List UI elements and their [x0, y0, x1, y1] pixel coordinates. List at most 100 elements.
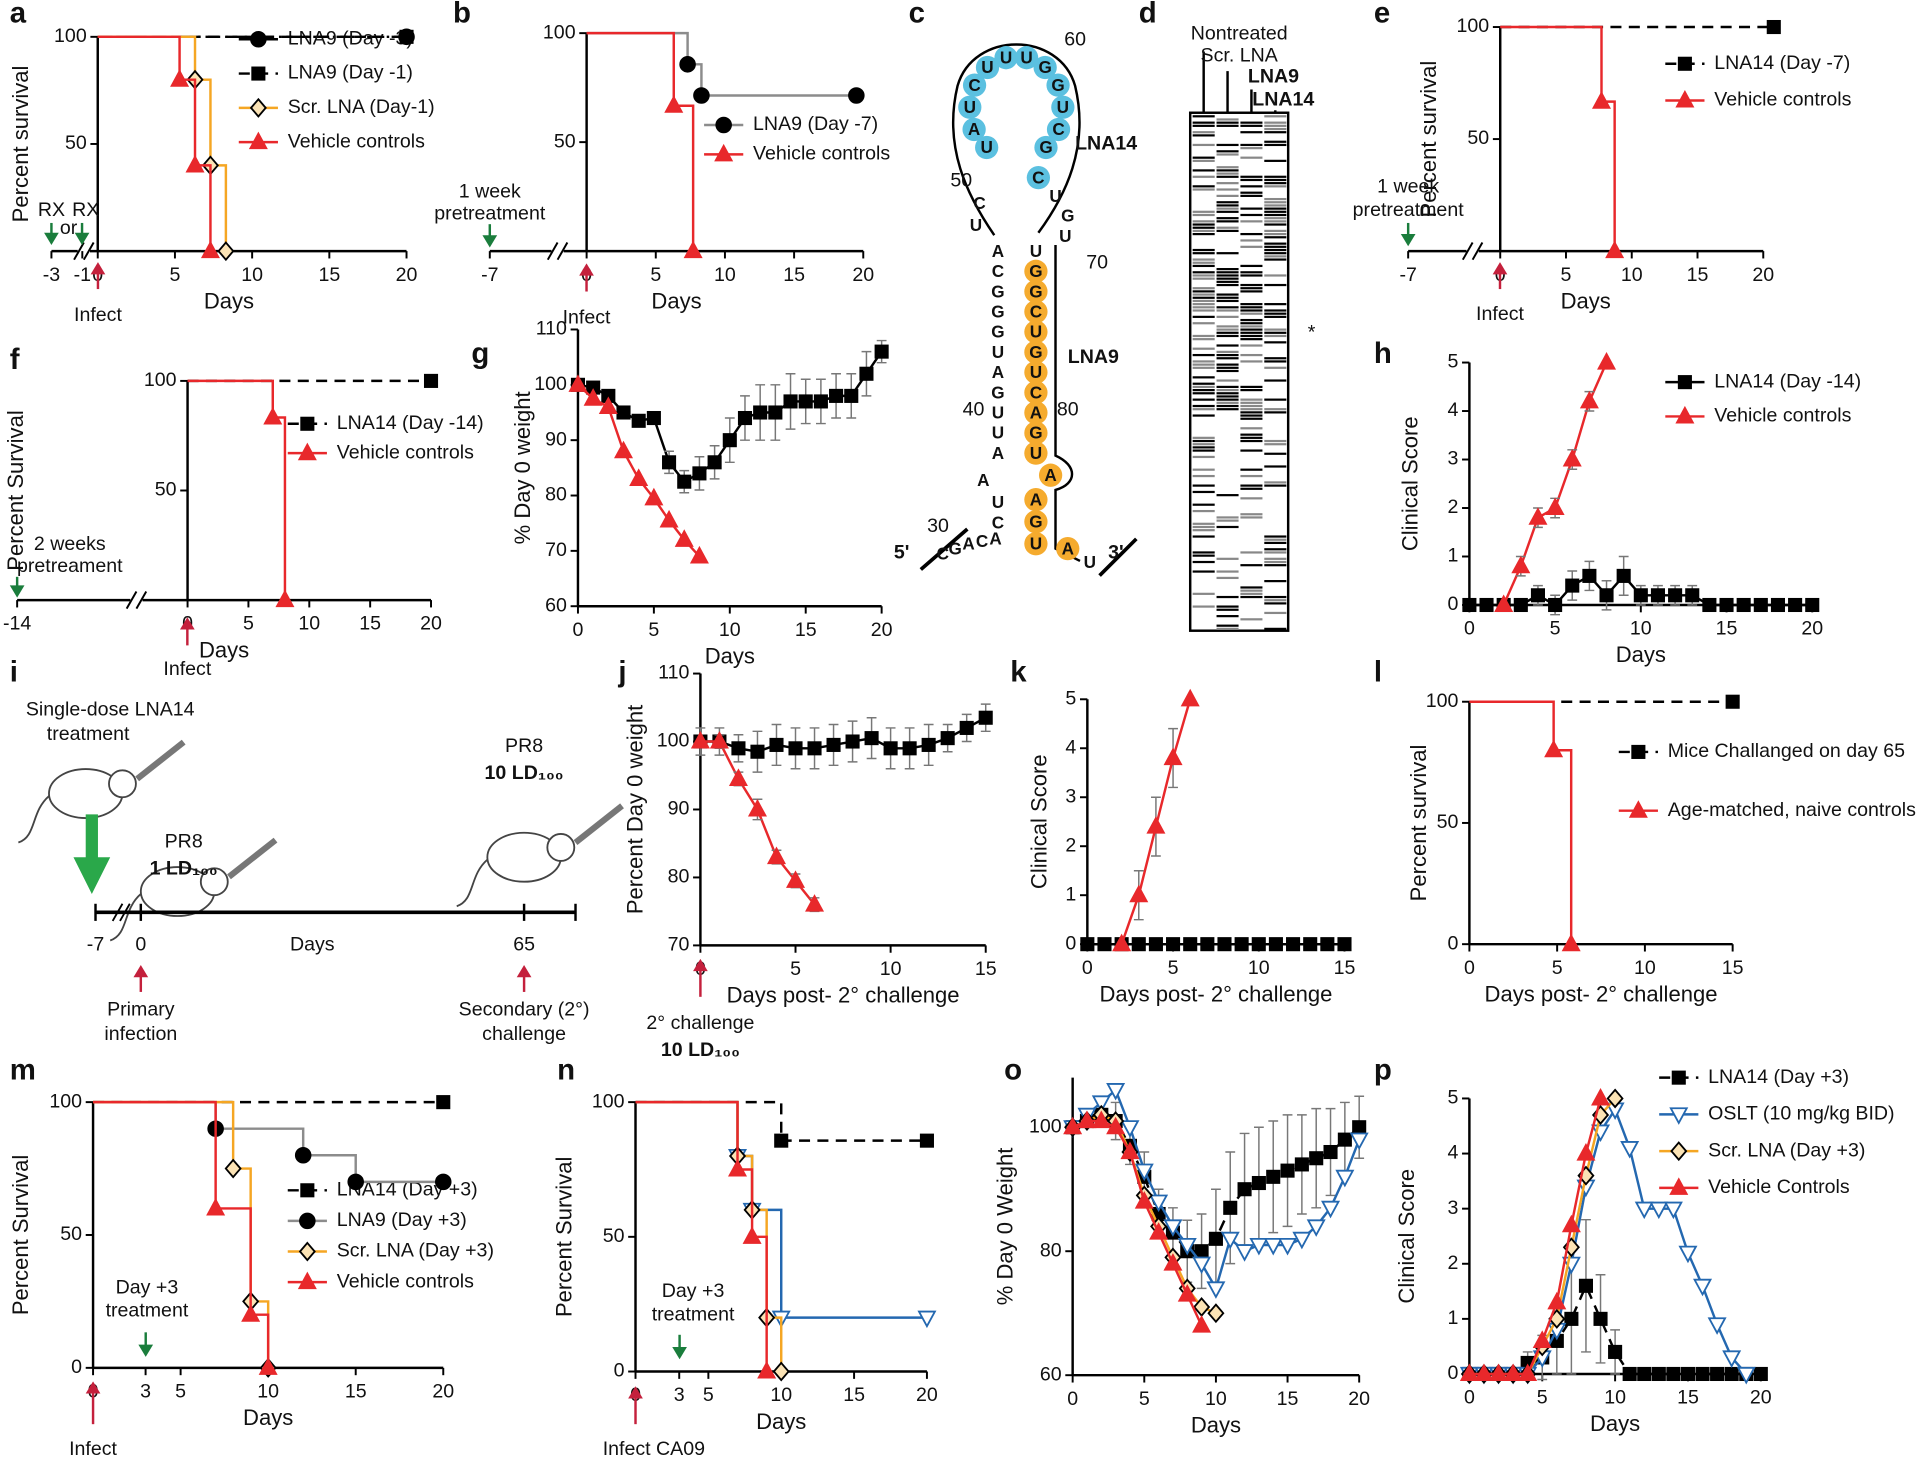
gel-band [1192, 143, 1215, 147]
nucleotide: U [1030, 241, 1042, 261]
marker [750, 744, 765, 759]
gel-band [1240, 239, 1263, 242]
gel-band [1216, 229, 1239, 233]
gel-band [1192, 248, 1215, 252]
annotation: Infect [69, 1438, 117, 1460]
gel-band [1240, 213, 1263, 217]
gel-band [1216, 306, 1239, 309]
annotation: treatment [652, 1303, 735, 1325]
marker [1650, 588, 1665, 603]
x-tick-label: 5 [169, 264, 180, 286]
annotation: challenge [482, 1023, 566, 1045]
x-tick-label: 5 [703, 1384, 714, 1406]
marker [757, 1361, 777, 1379]
y-tick-label: 0 [1065, 932, 1076, 954]
gel-band [1240, 497, 1263, 500]
marker [679, 56, 696, 73]
x-tick-label: 15 [1334, 957, 1356, 979]
marker [1593, 1311, 1608, 1326]
y-tick-label: 50 [60, 1223, 82, 1245]
marker [1163, 1219, 1183, 1237]
marker [659, 509, 679, 528]
gel-band [1192, 560, 1215, 564]
nucleotide-bg [1024, 532, 1048, 556]
gel-band [1216, 331, 1239, 334]
marker [1599, 588, 1614, 603]
gel-band [1240, 331, 1263, 334]
marker [902, 741, 917, 756]
nucleotide-bg [994, 46, 1018, 70]
gel-band [1264, 357, 1287, 360]
marker [1670, 1141, 1688, 1162]
arrow-head [9, 585, 25, 598]
y-axis-label: Percent survival [8, 66, 33, 223]
gel-band [1216, 357, 1239, 360]
gel-band [1216, 175, 1239, 178]
gel-band [1264, 366, 1287, 369]
annotation: Infect [563, 307, 611, 329]
x-tick-label: 5 [1537, 1387, 1548, 1409]
gel-band [1240, 318, 1263, 322]
nucleotide: U [1057, 97, 1069, 117]
legend-label: Scr. LNA (Day +3) [1708, 1139, 1865, 1161]
gel-band [1240, 408, 1263, 411]
gel-band [1192, 232, 1215, 236]
nucleotide: U [1049, 186, 1061, 206]
gel-band [1240, 328, 1263, 331]
y-tick-label: 50 [1467, 127, 1489, 149]
three-prime: 3' [1108, 542, 1124, 564]
gel-band [1192, 490, 1215, 494]
x-tick-label: 20 [1348, 1388, 1370, 1410]
marker [1206, 1281, 1226, 1299]
marker [1633, 588, 1648, 603]
marker [883, 741, 898, 756]
nucleotide-bg [1038, 463, 1063, 487]
gel-band [1240, 404, 1263, 408]
gel-band [1264, 223, 1287, 226]
x-tick-label: -3 [43, 264, 61, 286]
nucleotide-bg [1024, 259, 1048, 283]
marker [1518, 1363, 1538, 1382]
y-tick-label: 80 [545, 484, 567, 506]
annotation: Primary [107, 998, 175, 1020]
marker [1337, 937, 1352, 952]
marker [250, 31, 267, 48]
marker [1149, 1194, 1169, 1213]
gel-band [1192, 296, 1215, 299]
y-tick-label: 100 [543, 21, 576, 43]
marker [1669, 1107, 1689, 1125]
y-axis-label: Percent Survival [8, 1155, 33, 1315]
panel-label: k [1010, 655, 1027, 688]
marker [786, 870, 806, 888]
gel-band [1240, 353, 1263, 357]
x-tick-label: 10 [257, 1381, 279, 1403]
gel-band [1240, 245, 1263, 248]
gel-band [1216, 143, 1239, 147]
annotation: 1 week [1377, 176, 1439, 198]
nucleotide-bg [1034, 135, 1058, 160]
gel-band [1264, 204, 1287, 207]
marker [1177, 1237, 1197, 1256]
gel-band [1192, 131, 1215, 134]
marker [1352, 1120, 1367, 1135]
panel-label: a [10, 0, 27, 30]
y-tick-label: 80 [1040, 1239, 1062, 1261]
marker [275, 589, 295, 608]
arrow-head [44, 232, 59, 245]
annotation: 2 weeks [34, 533, 106, 555]
y-tick-label: 70 [668, 934, 690, 956]
nucleotide: G [991, 322, 1004, 342]
annotation: 10 LD₁₀₀ [661, 1039, 740, 1061]
gel-band [1240, 232, 1263, 236]
marker [1091, 1095, 1111, 1113]
marker [1286, 937, 1301, 952]
marker [1192, 1256, 1212, 1275]
marker [1323, 1144, 1338, 1160]
position-number: 80 [1057, 398, 1079, 420]
legend-label: Vehicle controls [288, 130, 425, 152]
marker [959, 720, 974, 735]
marker [813, 394, 828, 409]
gel-band [1264, 535, 1287, 538]
marker [1671, 1070, 1686, 1085]
marker [1120, 1141, 1140, 1160]
